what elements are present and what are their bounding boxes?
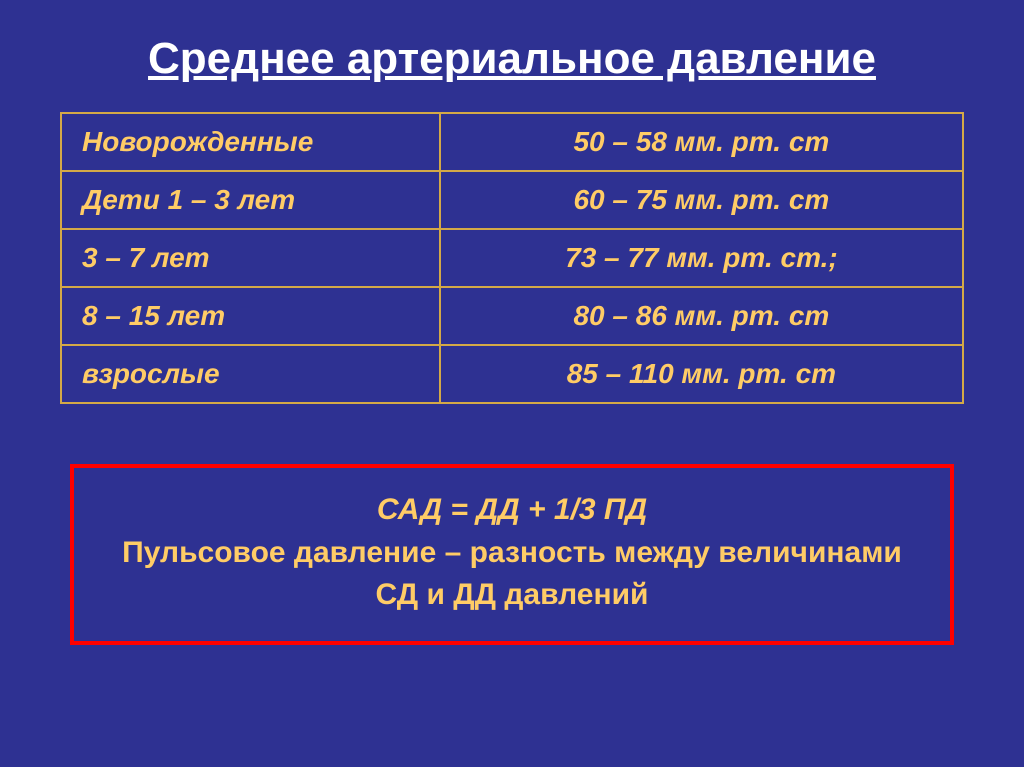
formula-callout: САД = ДД + 1/3 ПД Пульсовое давление – р…: [70, 464, 954, 645]
table-row: Новорожденные 50 – 58 мм. рт. ст: [61, 113, 963, 171]
slide-title: Среднее артериальное давление: [60, 30, 964, 87]
age-group-label: Новорожденные: [61, 113, 440, 171]
pressure-value: 50 – 58 мм. рт. ст: [440, 113, 963, 171]
table-row: взрослые 85 – 110 мм. рт. ст: [61, 345, 963, 403]
table-row: 3 – 7 лет 73 – 77 мм. рт. ст.;: [61, 229, 963, 287]
age-group-label: Дети 1 – 3 лет: [61, 171, 440, 229]
formula-equation: САД = ДД + 1/3 ПД: [104, 493, 920, 527]
age-group-label: 8 – 15 лет: [61, 287, 440, 345]
pressure-value: 60 – 75 мм. рт. ст: [440, 171, 963, 229]
pressure-table: Новорожденные 50 – 58 мм. рт. ст Дети 1 …: [60, 112, 964, 404]
pressure-value: 85 – 110 мм. рт. ст: [440, 345, 963, 403]
age-group-label: 3 – 7 лет: [61, 229, 440, 287]
table-row: 8 – 15 лет 80 – 86 мм. рт. ст: [61, 287, 963, 345]
table-row: Дети 1 – 3 лет 60 – 75 мм. рт. ст: [61, 171, 963, 229]
age-group-label: взрослые: [61, 345, 440, 403]
pressure-value: 80 – 86 мм. рт. ст: [440, 287, 963, 345]
formula-description: Пульсовое давление – разность между вели…: [104, 532, 920, 616]
pressure-value: 73 – 77 мм. рт. ст.;: [440, 229, 963, 287]
